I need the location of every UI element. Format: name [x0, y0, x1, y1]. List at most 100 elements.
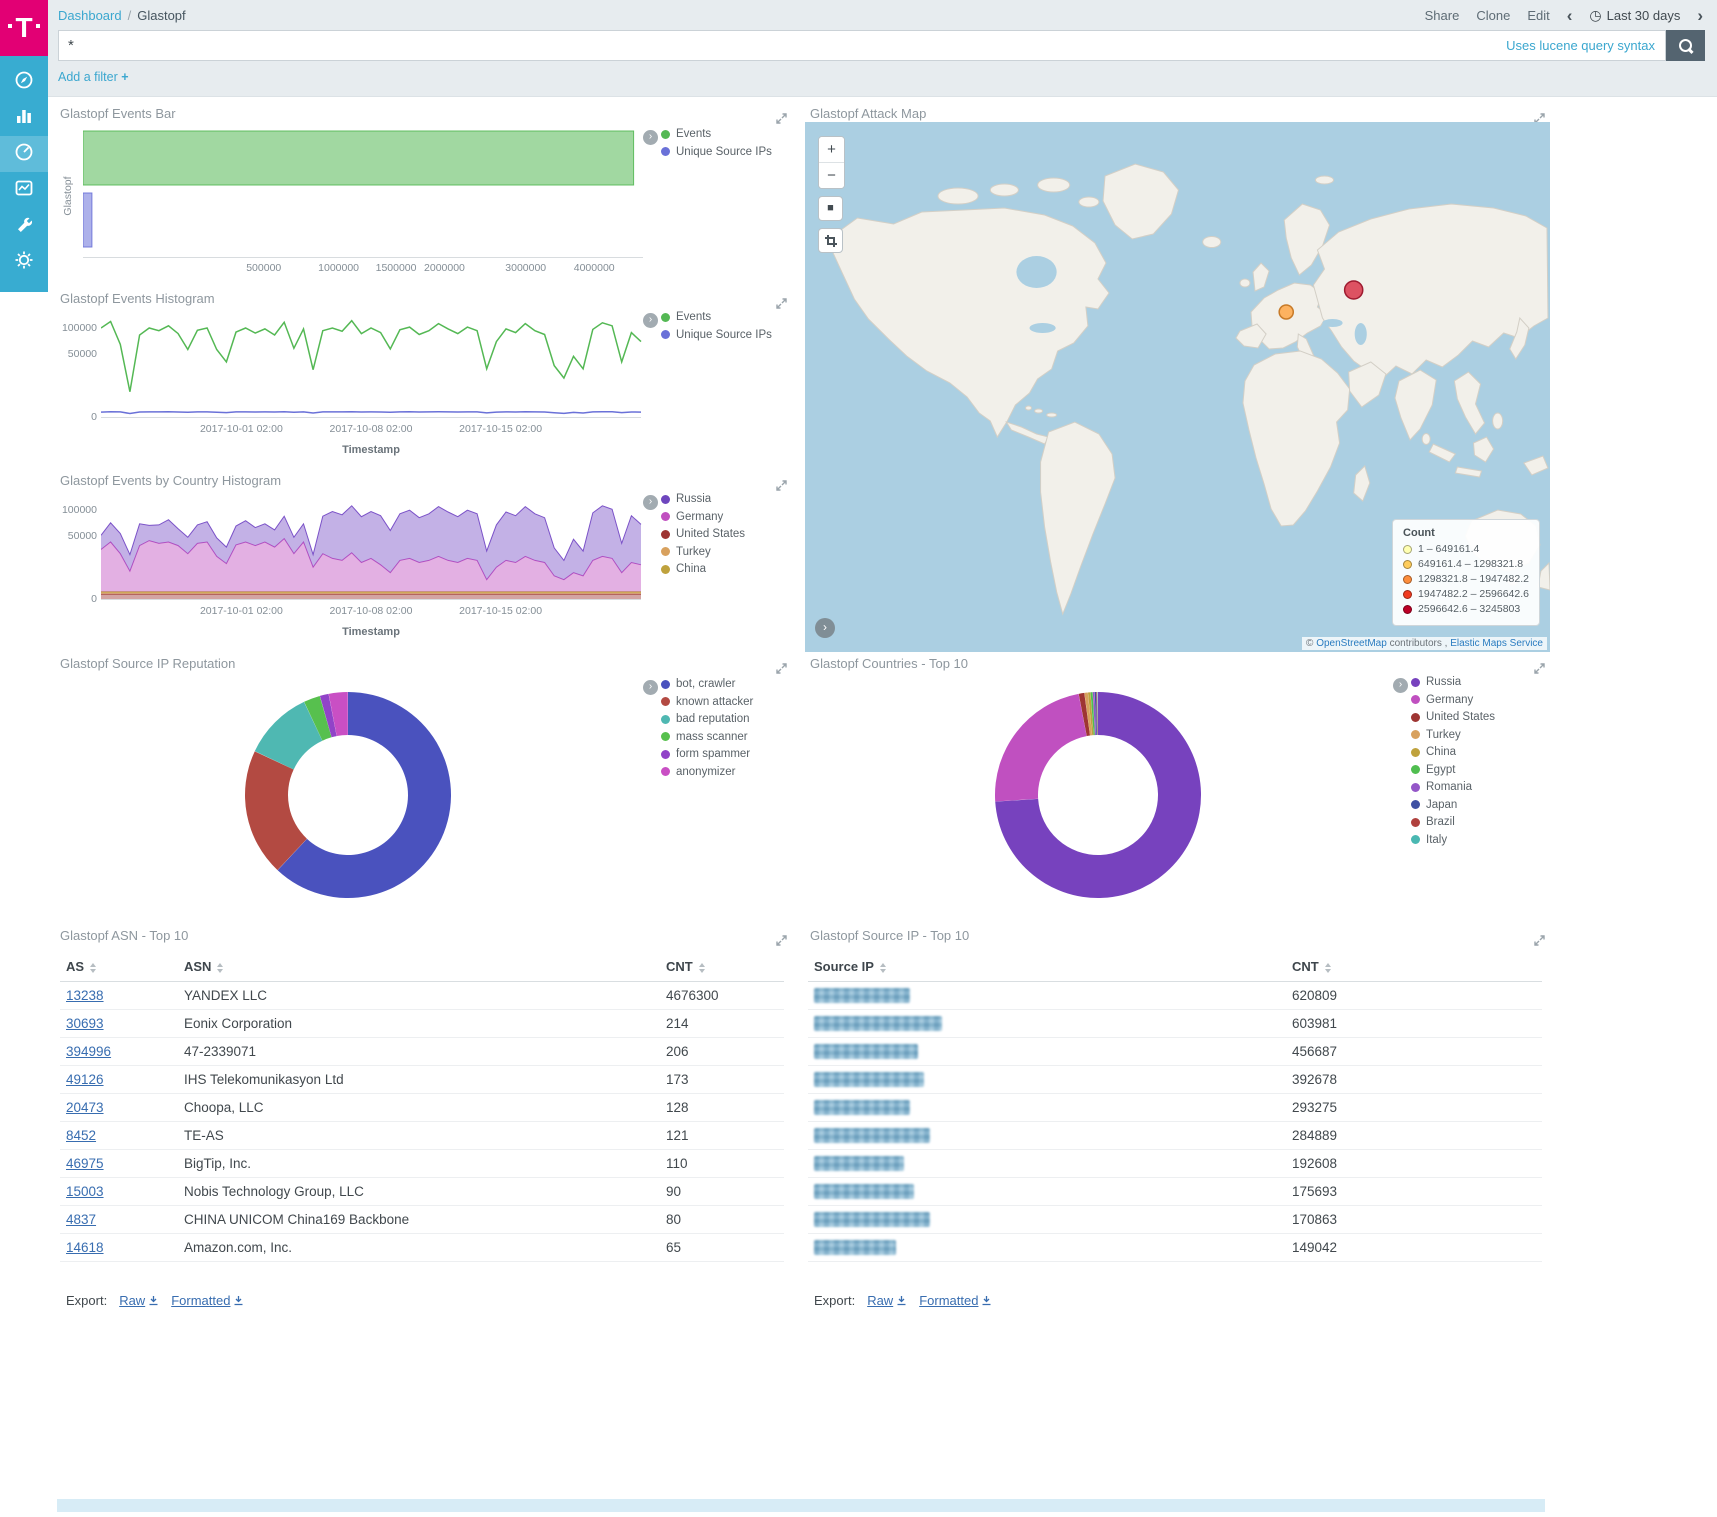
legend-item[interactable]: Romania [1411, 781, 1495, 793]
as-number-link[interactable]: 8452 [66, 1128, 97, 1143]
donut-slice-known attacker[interactable] [245, 751, 307, 871]
legend-item[interactable]: Unique Source IPs [661, 146, 772, 158]
column-header-CNT[interactable]: CNT [660, 952, 784, 982]
breadcrumb-dashboard-link[interactable]: Dashboard [58, 7, 122, 23]
bar-Events[interactable] [83, 130, 635, 186]
attack-point[interactable] [1343, 280, 1364, 300]
donut-slice-Germany[interactable] [994, 693, 1087, 802]
legend-item[interactable]: Turkey [1411, 729, 1495, 741]
as-number-link[interactable]: 13238 [66, 988, 104, 1003]
sidebar-item-timelion[interactable] [0, 172, 48, 208]
legend-item[interactable]: China [1411, 746, 1495, 758]
column-header-ASN[interactable]: ASN [178, 952, 660, 982]
sidebar-item-dev-tools[interactable] [0, 208, 48, 244]
as-number-link[interactable]: 14618 [66, 1240, 104, 1255]
query-input[interactable] [59, 31, 1665, 60]
legend-item[interactable]: Russia [661, 493, 745, 505]
legend-item[interactable]: China [661, 563, 745, 575]
export-formatted-link[interactable]: Formatted [919, 1293, 992, 1308]
legend-item[interactable]: Unique Source IPs [661, 329, 772, 341]
legend-item[interactable]: Events [661, 311, 772, 323]
donut-slice-Romania[interactable] [1092, 692, 1096, 736]
legend-item[interactable]: Italy [1411, 834, 1495, 846]
expand-panel-icon[interactable] [1534, 661, 1545, 679]
donut-slice-Japan[interactable] [1094, 692, 1097, 736]
as-number-link[interactable]: 15003 [66, 1184, 104, 1199]
clone-button[interactable]: Clone [1476, 7, 1511, 23]
fit-bounds-button[interactable]: ■ [818, 196, 843, 221]
attack-point[interactable] [1278, 304, 1295, 320]
column-header-AS[interactable]: AS [60, 952, 178, 982]
legend-item[interactable]: form spammer [661, 748, 753, 760]
expand-panel-icon[interactable] [1534, 111, 1545, 129]
legend-item[interactable]: mass scanner [661, 731, 753, 743]
add-filter-link[interactable]: Add a filter + [58, 70, 129, 84]
legend-item[interactable]: Germany [1411, 694, 1495, 706]
legend-toggle-button[interactable]: › [1393, 678, 1408, 693]
legend-toggle-button[interactable]: › [643, 313, 658, 328]
elastic-maps-service-link[interactable]: Elastic Maps Service [1450, 638, 1543, 649]
map-legend-toggle-button[interactable]: › [815, 618, 835, 638]
as-number-link[interactable]: 30693 [66, 1016, 104, 1031]
column-header-Source IP[interactable]: Source IP [808, 952, 1286, 982]
expand-panel-icon[interactable] [776, 296, 787, 314]
sort-icon[interactable] [1324, 962, 1331, 973]
legend-item[interactable]: Japan [1411, 799, 1495, 811]
as-number-link[interactable]: 49126 [66, 1072, 104, 1087]
legend-item[interactable]: known attacker [661, 696, 753, 708]
donut-slice-Italy[interactable] [1097, 691, 1098, 735]
as-number-link[interactable]: 20473 [66, 1100, 104, 1115]
zoom-out-button[interactable]: − [819, 163, 844, 188]
donut-slice-bad reputation[interactable] [254, 701, 323, 770]
legend-item[interactable]: Brazil [1411, 816, 1495, 828]
legend-item[interactable]: bot, crawler [661, 678, 753, 690]
sidebar-item-visualize[interactable] [0, 100, 48, 136]
legend-item[interactable]: Egypt [1411, 764, 1495, 776]
donut-slice-China[interactable] [1087, 692, 1094, 736]
legend-toggle-button[interactable]: › [643, 495, 658, 510]
lucene-syntax-link[interactable]: Uses lucene query syntax [1506, 38, 1655, 53]
sidebar-item-management[interactable] [0, 244, 48, 280]
donut-slice-mass scanner[interactable] [304, 695, 332, 741]
as-number-link[interactable]: 394996 [66, 1044, 112, 1059]
donut-slice-Brazil[interactable] [1096, 692, 1098, 736]
share-button[interactable]: Share [1424, 7, 1460, 23]
donut-slice-Russia[interactable] [995, 692, 1202, 898]
search-button[interactable] [1666, 30, 1705, 61]
donut-slice-bot, crawler[interactable] [277, 692, 452, 898]
sidebar-item-dashboard[interactable] [0, 136, 48, 172]
legend-item[interactable]: Germany [661, 511, 745, 523]
time-back-icon[interactable]: ‹ [1566, 5, 1573, 25]
legend-item[interactable]: United States [661, 528, 745, 540]
zoom-in-button[interactable]: + [819, 137, 844, 162]
draw-filter-button[interactable] [818, 228, 843, 253]
legend-item[interactable]: Events [661, 128, 772, 140]
expand-panel-icon[interactable] [1534, 933, 1545, 951]
expand-panel-icon[interactable] [776, 661, 787, 679]
export-formatted-link[interactable]: Formatted [171, 1293, 244, 1308]
sidebar-item-discover[interactable] [0, 64, 48, 100]
openstreetmap-link[interactable]: OpenStreetMap [1316, 638, 1387, 649]
column-header-CNT[interactable]: CNT [1286, 952, 1542, 982]
world-map[interactable]: + − ■ Count 1 – 649161.4 649161.4 – 12983… [805, 122, 1550, 652]
legend-toggle-button[interactable]: › [643, 680, 658, 695]
bar-Unique Source IPs[interactable] [83, 192, 93, 248]
sort-icon[interactable] [90, 962, 97, 973]
legend-item[interactable]: anonymizer [661, 766, 753, 778]
export-raw-link[interactable]: Raw [867, 1293, 907, 1308]
donut-slice-form spammer[interactable] [319, 693, 337, 738]
donut-slice-Turkey[interactable] [1084, 692, 1093, 736]
edit-button[interactable]: Edit [1527, 7, 1550, 23]
donut-slice-Egypt[interactable] [1090, 692, 1095, 736]
sort-icon[interactable] [879, 962, 886, 973]
time-picker-button[interactable]: ◷ Last 30 days [1589, 7, 1680, 24]
donut-slice-anonymizer[interactable] [328, 692, 348, 737]
brand-logo[interactable]: T [0, 0, 48, 56]
expand-panel-icon[interactable] [776, 111, 787, 129]
expand-panel-icon[interactable] [776, 933, 787, 951]
legend-item[interactable]: Russia [1411, 676, 1495, 688]
as-number-link[interactable]: 4837 [66, 1212, 97, 1227]
legend-item[interactable]: bad reputation [661, 713, 753, 725]
time-forward-icon[interactable]: › [1697, 5, 1703, 25]
expand-panel-icon[interactable] [776, 478, 787, 496]
